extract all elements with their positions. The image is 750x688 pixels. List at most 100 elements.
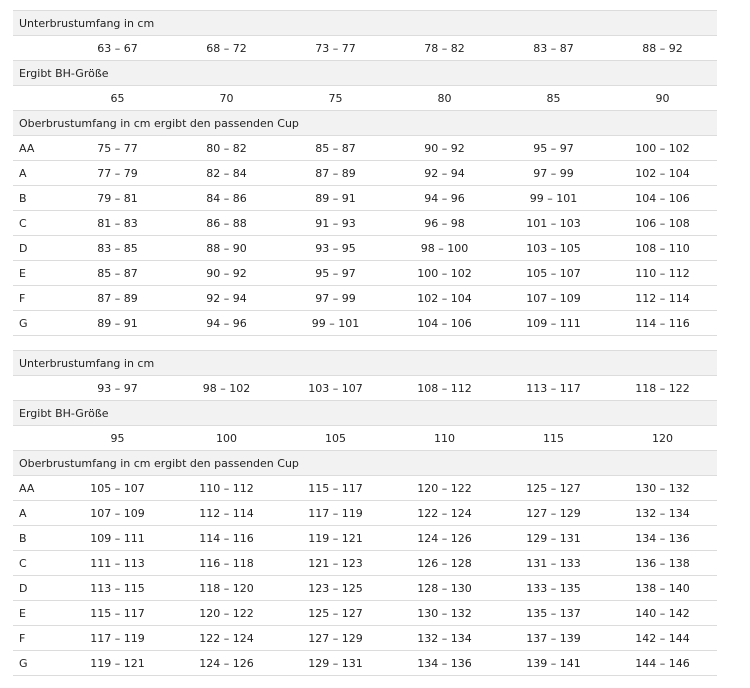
section-header: Unterbrustumfang in cm <box>13 351 717 376</box>
cup-row: F 117 – 119 122 – 124 127 – 129 132 – 134 137… <box>13 626 717 651</box>
cup-row: G 119 – 121 124 – 126 129 – 131 134 – 136 139… <box>13 651 717 676</box>
size-cell: 80 <box>437 91 452 105</box>
cup-row: G 89 – 91 94 – 96 99 – 101 104 – 106 109 – 11… <box>13 311 717 336</box>
bust-range: 93 – 95 <box>315 241 356 255</box>
bust-range: 97 – 99 <box>533 166 574 180</box>
bust-range: 108 – 110 <box>635 241 690 255</box>
size-cell: 115 <box>543 431 564 445</box>
section-label: Unterbrustumfang in cm <box>19 16 155 30</box>
bust-range: 120 – 122 <box>417 481 472 495</box>
bust-range: 111 – 113 <box>90 556 145 570</box>
bust-range: 132 – 134 <box>417 631 472 645</box>
size-table: Unterbrustumfang in cm 63 – 67 68 – 72 73 –… <box>13 10 717 336</box>
size-cell: 105 <box>325 431 346 445</box>
cup-row: D 83 – 85 88 – 90 93 – 95 98 – 100 103 – 105 1… <box>13 236 717 261</box>
bust-range: 95 – 97 <box>533 141 574 155</box>
underbust-cell: 83 – 87 <box>533 41 574 55</box>
bust-range: 117 – 119 <box>308 506 363 520</box>
size-cell: 120 <box>652 431 673 445</box>
cup-row: A 77 – 79 82 – 84 87 – 89 92 – 94 97 – 99 102 … <box>13 161 717 186</box>
bust-range: 110 – 112 <box>199 481 254 495</box>
bust-range: 112 – 114 <box>199 506 254 520</box>
bust-range: 105 – 107 <box>90 481 145 495</box>
bust-range: 126 – 128 <box>417 556 472 570</box>
bust-range: 95 – 97 <box>315 266 356 280</box>
bust-range: 124 – 126 <box>417 531 472 545</box>
cup-label: F <box>19 631 26 645</box>
bust-range: 129 – 131 <box>308 656 363 670</box>
bust-range: 119 – 121 <box>308 531 363 545</box>
bust-range: 142 – 144 <box>635 631 690 645</box>
underbust-cell: 63 – 67 <box>97 41 138 55</box>
bust-range: 128 – 130 <box>417 581 472 595</box>
cup-label: D <box>19 581 28 595</box>
bust-range: 122 – 124 <box>199 631 254 645</box>
bust-range: 134 – 136 <box>417 656 472 670</box>
bust-range: 112 – 114 <box>635 291 690 305</box>
cup-label: E <box>19 606 26 620</box>
bust-range: 134 – 136 <box>635 531 690 545</box>
bust-range: 115 – 117 <box>308 481 363 495</box>
bust-range: 127 – 129 <box>526 506 581 520</box>
bust-range: 81 – 83 <box>97 216 138 230</box>
section-label: Unterbrustumfang in cm <box>19 356 155 370</box>
bust-range: 87 – 89 <box>97 291 138 305</box>
size-cell: 110 <box>434 431 455 445</box>
section-header: Ergibt BH-Größe <box>13 61 717 86</box>
size-cell: 70 <box>219 91 234 105</box>
section-label: Ergibt BH-Größe <box>19 66 109 80</box>
cup-label: AA <box>19 141 35 155</box>
underbust-cell: 78 – 82 <box>424 41 465 55</box>
bust-range: 89 – 91 <box>315 191 356 205</box>
cup-row: B 79 – 81 84 – 86 89 – 91 94 – 96 99 – 101 104… <box>13 186 717 211</box>
bust-range: 105 – 107 <box>526 266 581 280</box>
bust-range: 94 – 96 <box>206 316 247 330</box>
cup-row: AA 75 – 77 80 – 82 85 – 87 90 – 92 95 – 97 100… <box>13 136 717 161</box>
bust-range: 138 – 140 <box>635 581 690 595</box>
bust-range: 85 – 87 <box>97 266 138 280</box>
underbust-row: 93 – 97 98 – 102 103 – 107 108 – 112 113 – 1… <box>13 376 717 401</box>
underbust-cell: 113 – 117 <box>526 381 581 395</box>
bust-range: 90 – 92 <box>424 141 465 155</box>
underbust-cell: 108 – 112 <box>417 381 472 395</box>
bust-range: 88 – 90 <box>206 241 247 255</box>
bust-range: 77 – 79 <box>97 166 138 180</box>
size-cell: 100 <box>216 431 237 445</box>
section-header: Oberbrustumfang in cm ergibt den passend… <box>13 451 717 476</box>
cup-label: A <box>19 166 27 180</box>
section-header: Ergibt BH-Größe <box>13 401 717 426</box>
bust-range: 104 – 106 <box>417 316 472 330</box>
bust-range: 103 – 105 <box>526 241 581 255</box>
cup-row: C 81 – 83 86 – 88 91 – 93 96 – 98 101 – 103 10… <box>13 211 717 236</box>
section-label: Oberbrustumfang in cm ergibt den passend… <box>19 116 299 130</box>
bust-range: 96 – 98 <box>424 216 465 230</box>
bust-range: 123 – 125 <box>308 581 363 595</box>
bust-range: 137 – 139 <box>526 631 581 645</box>
size-row: 95 100 105 110 115 120 <box>13 426 717 451</box>
bust-range: 119 – 121 <box>90 656 145 670</box>
underbust-row: 63 – 67 68 – 72 73 – 77 78 – 82 83 – 87 88 – … <box>13 36 717 61</box>
bust-range: 116 – 118 <box>199 556 254 570</box>
underbust-cell: 103 – 107 <box>308 381 363 395</box>
bust-range: 115 – 117 <box>90 606 145 620</box>
underbust-cell: 68 – 72 <box>206 41 247 55</box>
section-label: Ergibt BH-Größe <box>19 406 109 420</box>
bust-range: 101 – 103 <box>526 216 581 230</box>
bust-range: 100 – 102 <box>417 266 472 280</box>
bust-range: 99 – 101 <box>529 191 578 205</box>
bust-range: 89 – 91 <box>97 316 138 330</box>
bust-range: 97 – 99 <box>315 291 356 305</box>
bust-range: 107 – 109 <box>526 291 581 305</box>
underbust-cell: 73 – 77 <box>315 41 356 55</box>
bust-range: 114 – 116 <box>199 531 254 545</box>
cup-label: G <box>19 316 28 330</box>
bust-range: 120 – 122 <box>199 606 254 620</box>
cup-label: G <box>19 656 28 670</box>
cup-label: B <box>19 531 27 545</box>
bust-range: 102 – 104 <box>417 291 472 305</box>
section-label: Oberbrustumfang in cm ergibt den passend… <box>19 456 299 470</box>
cup-label: C <box>19 556 27 570</box>
bust-range: 83 – 85 <box>97 241 138 255</box>
size-cell: 65 <box>110 91 125 105</box>
